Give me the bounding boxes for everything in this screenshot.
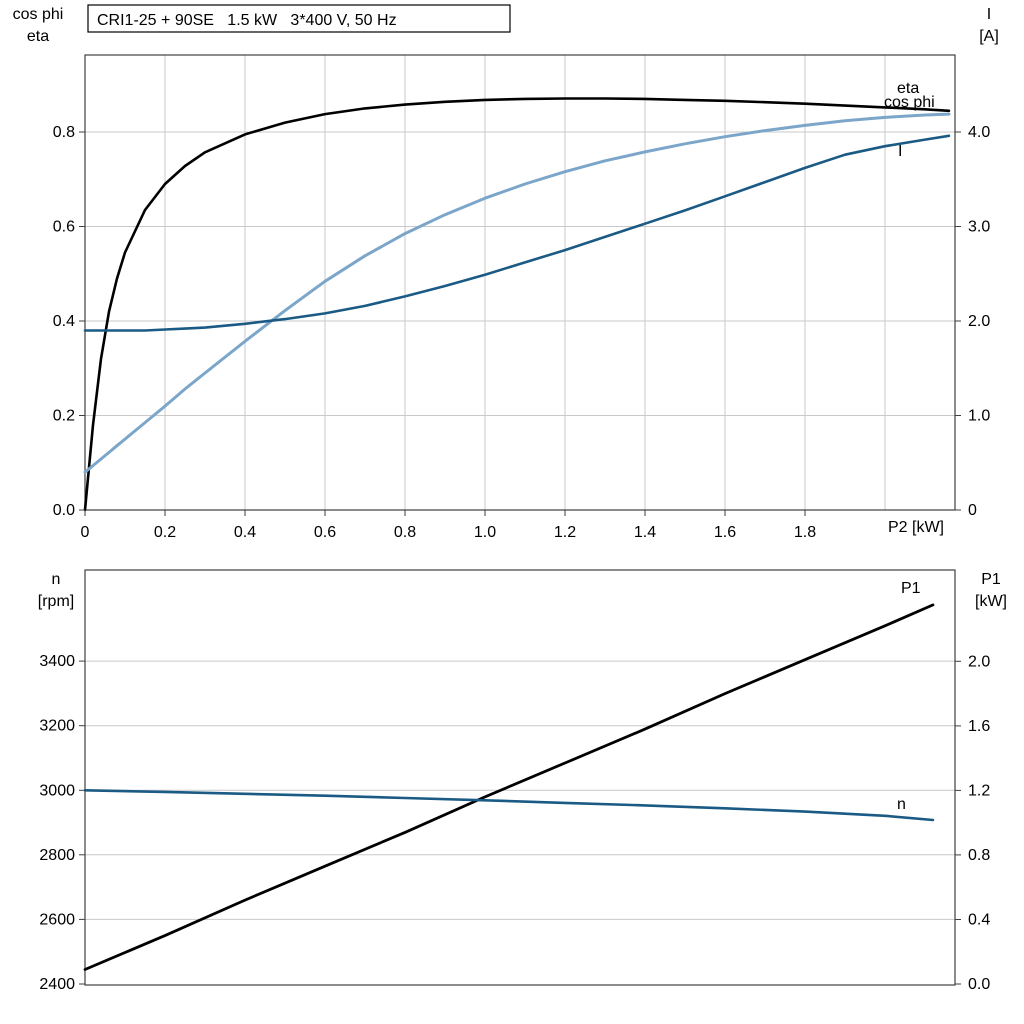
left-axis-tick-label: 3000 [39,782,75,799]
x-axis-label-p2: P2 [kW] [888,519,944,536]
right-axis-tick-label: 4.0 [968,124,990,141]
left-axis-tick-label: 3400 [39,653,75,670]
p1-curve [83,603,935,971]
right-axis-tick-label: 2.0 [968,653,990,670]
current-curve-label: I [898,143,902,160]
cos-phi-curve-label: cos phi [884,94,935,111]
right-axis-tick-label: 2.0 [968,313,990,330]
bottom-chart-series [83,603,935,971]
x-axis-tick-label: 0.6 [314,524,336,541]
top-chart-series [83,97,951,512]
x-axis-tick-label: 0.8 [394,524,416,541]
right-axis-tick-label: 3.0 [968,219,990,236]
right-axis-tick-label: 0 [968,502,977,519]
top-right-axis-unit-amps: [A] [979,28,999,45]
eta-curve-label: eta [897,80,919,97]
left-axis-tick-label: 2800 [39,847,75,864]
top-chart-gridlines [85,55,955,510]
top-left-axis-label-eta: eta [27,28,49,45]
left-axis-tick-label: 0.2 [53,408,75,425]
bottom-right-axis-label-p1: P1 [981,571,1001,588]
right-axis-tick-label: 0.0 [968,976,990,993]
top-chart-ticks: 0.0 0.2 0.4 0.6 0.8 0 1.0 2.0 3.0 4.0 0 0.2 0.4 0.6 0.… [53,124,991,541]
eta-curve [83,97,951,512]
top-left-axis-label-cos-phi: cos phi [13,6,64,23]
left-axis-tick-label: 0.4 [53,313,75,330]
right-axis-tick-label: 1.6 [968,718,990,735]
x-axis-tick-label: 1.8 [794,524,816,541]
bottom-left-axis-unit-rpm: [rpm] [38,593,74,610]
bottom-chart-border [84,569,956,986]
speed-curve [83,788,935,822]
x-axis-tick-label: 1.2 [554,524,576,541]
top-right-axis-label-current: I [987,6,991,23]
x-axis-tick-label: 1.0 [474,524,496,541]
chart-title: CRI1-25 + 90SE 1.5 kW 3*400 V, 50 Hz [97,12,397,29]
x-axis-tick-label: 0 [81,524,90,541]
left-axis-tick-label: 0.6 [53,219,75,236]
right-axis-tick-label: 0.8 [968,847,990,864]
left-axis-tick-label: 2400 [39,976,75,993]
left-axis-tick-label: 0.0 [53,502,75,519]
x-axis-tick-label: 0.2 [154,524,176,541]
right-axis-tick-label: 0.4 [968,912,990,929]
x-axis-tick-label: 1.6 [714,524,736,541]
x-axis-tick-label: 1.4 [634,524,656,541]
bottom-left-axis-label-n: n [52,571,61,588]
speed-curve-label: n [897,796,906,813]
left-axis-tick-label: 3200 [39,718,75,735]
current-curve [83,134,951,332]
right-axis-tick-label: 1.2 [968,782,990,799]
left-axis-tick-label: 2600 [39,911,75,928]
bottom-chart-ticks: 2400 2600 2800 3000 3200 3400 0.0 0.4 0.8 1.2 1.6 2… [39,653,990,993]
title-box [87,4,511,33]
bottom-right-axis-unit-kw: [kW] [975,593,1007,610]
p1-curve-label: P1 [901,580,921,597]
bottom-chart-gridlines [85,660,955,920]
cos-phi-curve [83,112,951,474]
left-axis-tick-label: 0.8 [53,124,75,141]
top-chart-border [84,54,956,511]
right-axis-tick-label: 1.0 [968,408,990,425]
x-axis-tick-label: 0.4 [234,524,256,541]
